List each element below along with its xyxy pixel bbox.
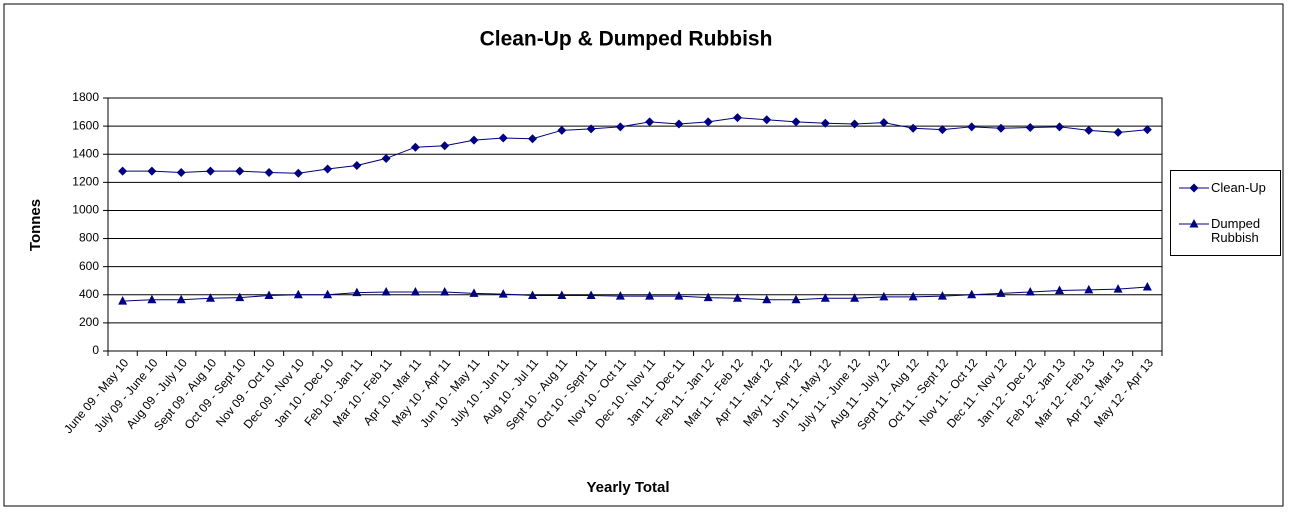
point-marker <box>791 117 801 127</box>
y-tick-label: 400 <box>79 287 99 301</box>
point-marker <box>235 166 245 176</box>
point-marker <box>762 115 772 125</box>
y-tick-label: 1200 <box>72 175 99 189</box>
point-marker <box>293 289 303 299</box>
point-marker <box>352 287 362 297</box>
point-marker <box>996 288 1006 297</box>
point-marker <box>908 291 918 301</box>
point-marker <box>645 117 655 127</box>
point-marker <box>293 168 303 178</box>
legend-label: Dumped Rubbish <box>1211 216 1261 245</box>
point-marker <box>498 133 508 143</box>
point-marker <box>879 118 889 128</box>
point-marker <box>732 293 742 302</box>
legend-label: Clean-Up <box>1211 180 1266 195</box>
plot-area <box>107 97 1163 352</box>
y-tick-label: 0 <box>92 343 99 357</box>
point-marker <box>615 122 625 132</box>
point-marker <box>118 296 128 305</box>
point-marker <box>791 294 801 304</box>
point-marker <box>205 293 215 302</box>
legend-entry: Clean-Up <box>1177 181 1275 195</box>
point-marker <box>147 166 157 176</box>
point-marker <box>703 292 713 302</box>
point-marker <box>850 119 860 129</box>
point-marker <box>762 294 772 304</box>
point-marker <box>264 290 274 299</box>
point-marker <box>967 289 977 299</box>
x-axis-label: Yearly Total <box>586 479 669 496</box>
legend-icon <box>1179 183 1209 193</box>
series-line <box>122 286 1148 302</box>
point-marker <box>1189 219 1199 228</box>
point-marker <box>879 291 889 301</box>
point-marker <box>674 119 684 129</box>
point-marker <box>674 291 684 300</box>
point-marker <box>323 289 333 299</box>
point-marker <box>352 160 362 170</box>
point-marker <box>586 290 596 299</box>
y-tick-label: 1400 <box>72 146 99 160</box>
y-axis-label: Tonnes <box>27 199 44 251</box>
y-tick-label: 200 <box>79 315 99 329</box>
point-marker <box>1142 282 1152 291</box>
point-marker <box>557 125 567 135</box>
point-marker <box>381 153 391 163</box>
point-marker <box>235 292 245 302</box>
point-marker <box>264 167 274 177</box>
point-marker <box>118 166 128 176</box>
point-marker <box>498 289 508 298</box>
y-tick-label: 800 <box>79 231 99 245</box>
point-marker <box>1113 284 1123 293</box>
point-marker <box>1084 284 1094 294</box>
point-marker <box>440 286 450 296</box>
point-marker <box>908 123 918 133</box>
point-marker <box>1113 127 1123 137</box>
point-marker <box>1025 286 1035 296</box>
point-marker <box>323 164 333 174</box>
point-marker <box>645 291 655 300</box>
point-marker <box>147 294 157 304</box>
point-marker <box>528 134 538 144</box>
point-marker <box>996 123 1006 133</box>
legend: Clean-Up Dumped Rubbish <box>1170 170 1281 256</box>
point-marker <box>410 142 420 152</box>
point-marker <box>410 286 420 296</box>
point-marker <box>937 125 947 135</box>
point-marker <box>469 288 479 297</box>
legend-icon <box>1179 219 1209 228</box>
point-marker <box>820 293 830 302</box>
point-marker <box>176 167 186 177</box>
point-marker <box>820 118 830 128</box>
point-marker <box>440 141 450 151</box>
point-marker <box>176 294 186 304</box>
point-marker <box>528 290 538 299</box>
point-marker <box>967 122 977 132</box>
point-marker <box>1055 285 1065 295</box>
point-marker <box>557 290 567 299</box>
y-tick-label: 1800 <box>72 90 99 104</box>
y-tick-label: 1600 <box>72 118 99 132</box>
point-marker <box>1142 125 1152 135</box>
point-marker <box>937 291 947 300</box>
chart-title: Clean-Up & Dumped Rubbish <box>480 28 773 51</box>
point-marker <box>205 166 215 176</box>
point-marker <box>1025 123 1035 133</box>
legend-entry: Dumped Rubbish <box>1177 217 1275 245</box>
point-marker <box>703 117 713 127</box>
y-tick-label: 1000 <box>72 203 99 217</box>
point-marker <box>732 113 742 123</box>
point-marker <box>1189 183 1199 193</box>
point-marker <box>586 124 596 134</box>
point-marker <box>850 293 860 302</box>
y-tick-label: 600 <box>79 259 99 273</box>
point-marker <box>381 286 391 296</box>
point-marker <box>1084 125 1094 135</box>
point-marker <box>469 135 479 145</box>
point-marker <box>615 291 625 300</box>
point-marker <box>1055 122 1065 132</box>
series-line <box>122 117 1148 174</box>
